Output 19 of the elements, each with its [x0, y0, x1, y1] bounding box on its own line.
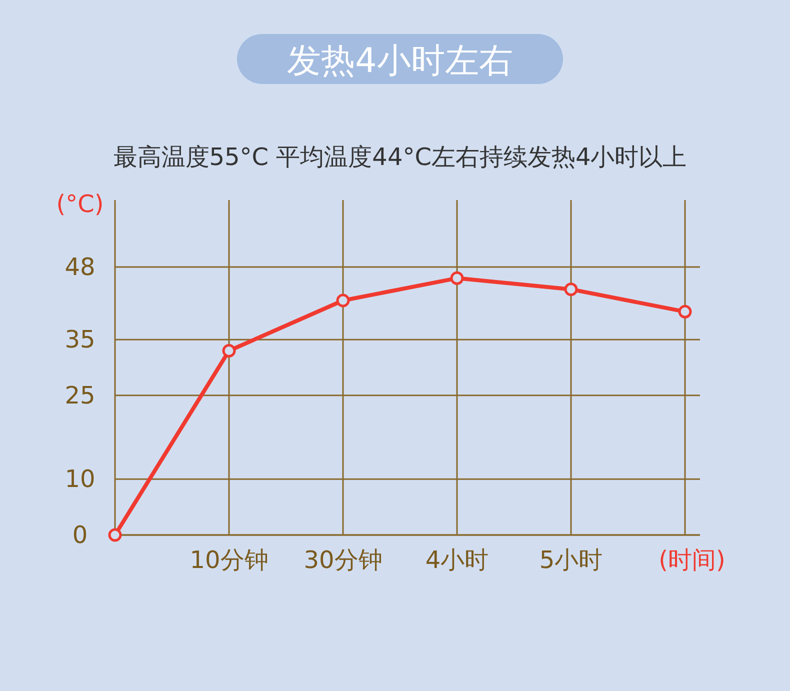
point — [222, 344, 236, 358]
point — [108, 528, 122, 542]
x-axis-title: (时间) — [658, 546, 726, 574]
point — [678, 304, 692, 318]
point — [336, 294, 350, 308]
x-tick-label: 10分钟 — [190, 546, 268, 574]
y-tick-label: 35 — [64, 326, 96, 354]
y-tick-label: 48 — [64, 253, 96, 281]
y-tick-label: 10 — [64, 465, 96, 494]
y-tick-label: 0 — [72, 521, 88, 549]
chart-subtitle: 最高温度55°C 平均温度44°C左右持续发热4小时以上 — [113, 143, 687, 171]
x-tick-label: 30分钟 — [304, 546, 382, 574]
point — [564, 282, 578, 296]
y-axis-title: (°C) — [56, 190, 104, 218]
x-tick-label: 4小时 — [425, 546, 489, 574]
x-tick-label: 5小时 — [539, 546, 603, 574]
chart-title: 发热4小时左右 — [287, 41, 513, 81]
point — [450, 271, 464, 285]
y-tick-label: 25 — [64, 381, 96, 410]
